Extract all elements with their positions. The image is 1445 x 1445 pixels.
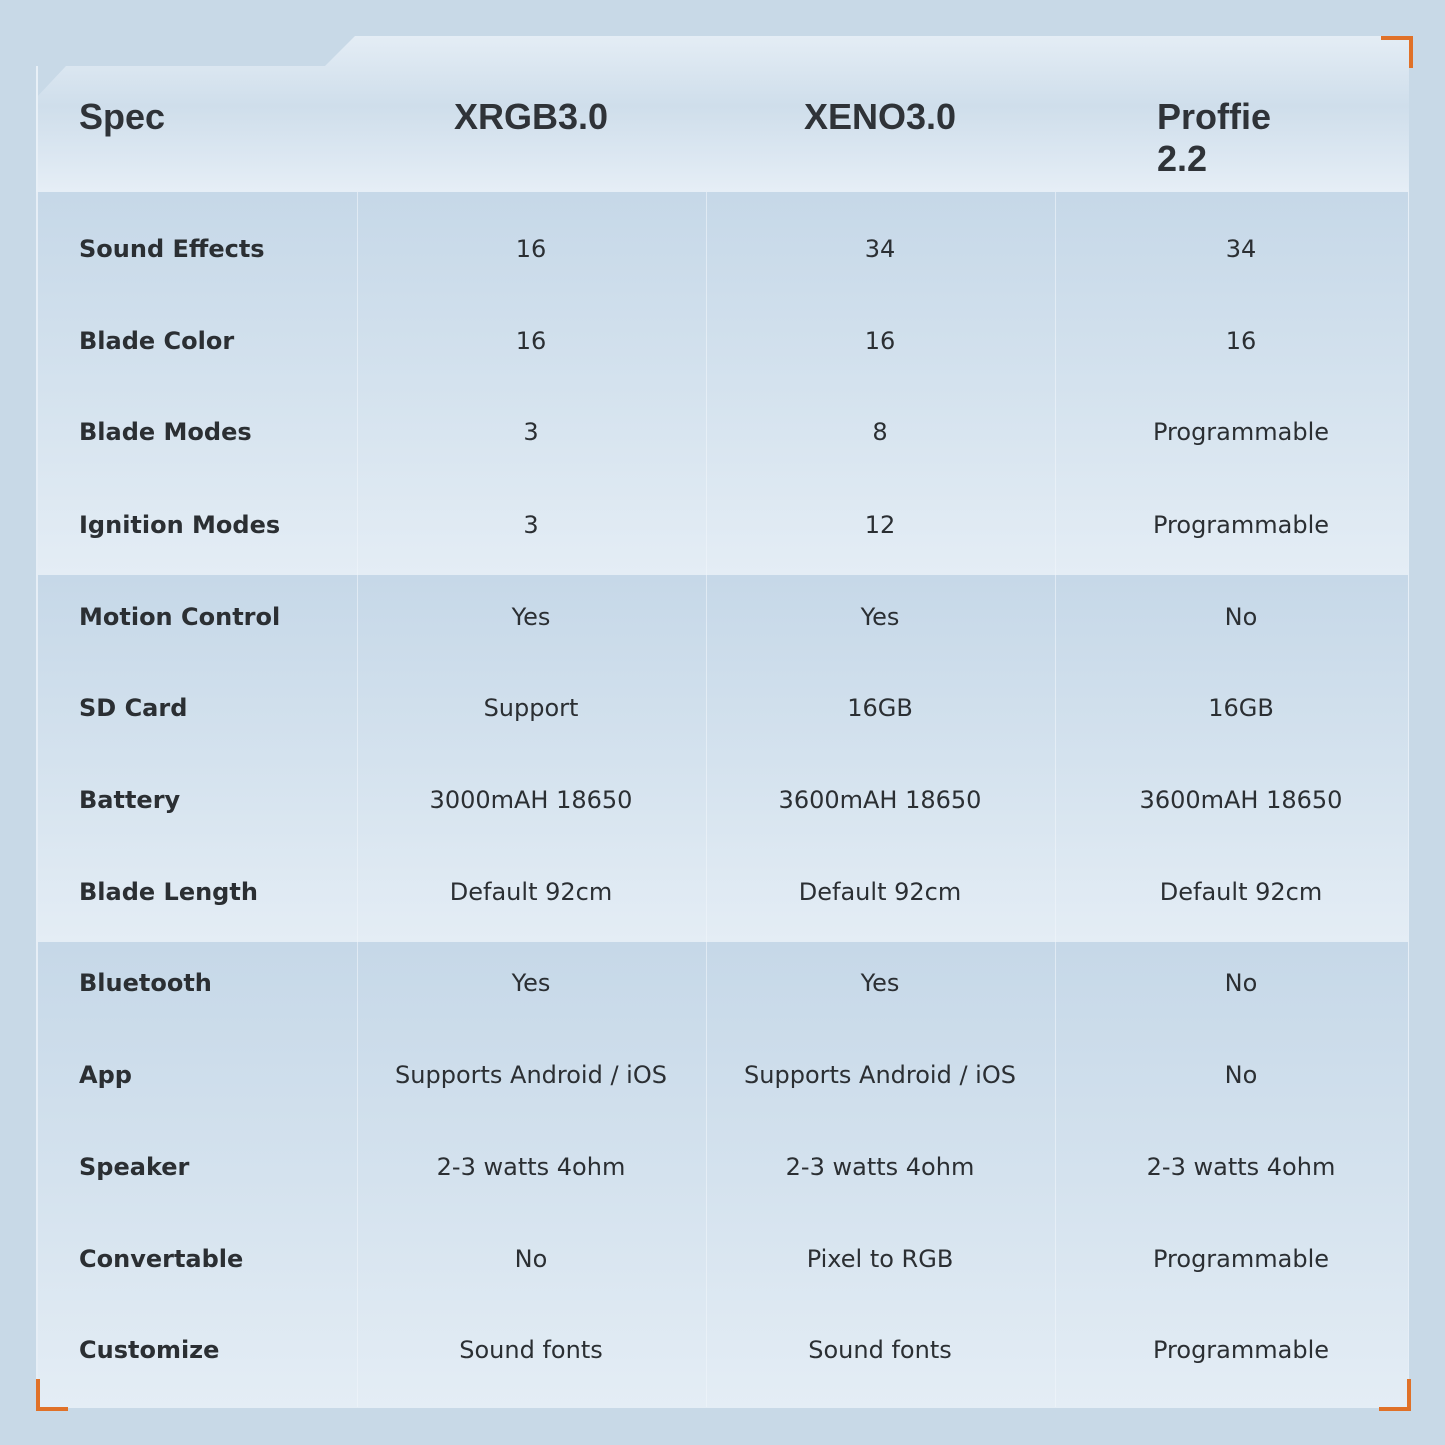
header-edge	[36, 66, 38, 192]
cell-value: 34	[1225, 235, 1257, 263]
row-label: Blade Modes	[79, 418, 252, 446]
header-proffie: Proffie 2.2	[1157, 96, 1272, 179]
cell-value: 3000mAH 18650	[429, 786, 633, 814]
table-row: Motion Control Yes Yes No	[36, 587, 1409, 647]
table-row: App Supports Android / iOS Supports Androi…	[36, 1045, 1409, 1105]
row-label: Customize	[79, 1336, 220, 1364]
cell-value: 3600mAH 18650	[1139, 786, 1343, 814]
row-label: Blade Color	[79, 327, 235, 355]
table-row: Blade Modes 3 8 Programmable	[36, 402, 1409, 462]
cell-value: Default 92cm	[1159, 878, 1323, 906]
cell-value: Support	[483, 694, 579, 722]
cell-value: 2-3 watts 4ohm	[436, 1153, 626, 1181]
cell-value: No	[1224, 1061, 1258, 1089]
row-label: Ignition Modes	[79, 511, 281, 539]
table-row: Convertable No Pixel to RGB Programmable	[36, 1229, 1409, 1289]
cell-value: Supports Android / iOS	[395, 1061, 667, 1089]
cell-value: Programmable	[1152, 1245, 1330, 1273]
cell-value: Yes	[860, 969, 900, 997]
row-label: Blade Length	[79, 878, 258, 906]
cell-value: 16	[864, 327, 896, 355]
table-row: Speaker 2-3 watts 4ohm 2-3 watts 4ohm 2-3 w…	[36, 1137, 1409, 1197]
row-label: Convertable	[79, 1245, 244, 1273]
row-label: Motion Control	[79, 603, 281, 631]
cell-value: Yes	[511, 969, 551, 997]
corner-accent	[36, 1379, 68, 1411]
cell-value: 16	[515, 327, 547, 355]
table-header: Spec XRGB3.0 XENO3.0 Proffie 2.2	[36, 36, 1409, 194]
group-3	[36, 942, 1409, 1408]
table-row: Ignition Modes 3 12 Programmable	[36, 495, 1409, 555]
table-row: SD Card Support 16GB 16GB	[36, 678, 1409, 738]
cell-value: 3	[523, 418, 539, 446]
cell-value: 16GB	[847, 694, 913, 722]
header-xeno: XENO3.0	[803, 96, 957, 137]
cell-value: 3	[523, 511, 539, 539]
cell-value: Programmable	[1152, 418, 1330, 446]
header-spec: Spec	[79, 96, 166, 137]
table-row: Blade Color 16 16 16	[36, 311, 1409, 371]
group-1	[36, 192, 1409, 575]
row-label: Battery	[79, 786, 181, 814]
cell-value: 16GB	[1208, 694, 1274, 722]
header-xrgb: XRGB3.0	[453, 96, 609, 137]
corner-accent	[1379, 1379, 1411, 1411]
cell-value: Pixel to RGB	[806, 1245, 954, 1273]
cell-value: Yes	[860, 603, 900, 631]
cell-value: Yes	[511, 603, 551, 631]
table-row: Blade Length Default 92cm Default 92cm Defa…	[36, 862, 1409, 922]
cell-value: 8	[872, 418, 888, 446]
row-label: Bluetooth	[79, 969, 212, 997]
cell-value: 2-3 watts 4ohm	[1146, 1153, 1336, 1181]
group-2	[36, 575, 1409, 942]
cell-value: 16	[515, 235, 547, 263]
corner-accent	[1381, 36, 1413, 68]
row-label: Speaker	[79, 1153, 190, 1181]
row-label: App	[79, 1061, 132, 1089]
cell-value: Default 92cm	[798, 878, 962, 906]
table-row: Battery 3000mAH 18650 3600mAH 18650 3600mAH…	[36, 770, 1409, 830]
column-divider	[1055, 192, 1056, 1407]
cell-value: No	[1224, 969, 1258, 997]
cell-value: 3600mAH 18650	[778, 786, 982, 814]
cell-value: Default 92cm	[449, 878, 613, 906]
cell-value: Sound fonts	[459, 1336, 603, 1364]
cell-value: Supports Android / iOS	[744, 1061, 1016, 1089]
table-row: Sound Effects 16 34 34	[36, 219, 1409, 279]
row-label: Sound Effects	[79, 235, 265, 263]
cell-value: No	[1224, 603, 1258, 631]
cell-value: Programmable	[1152, 1336, 1330, 1364]
cell-value: Programmable	[1152, 511, 1330, 539]
cell-value: 34	[864, 235, 896, 263]
table-row: Bluetooth Yes Yes No	[36, 953, 1409, 1013]
cell-value: 12	[864, 511, 896, 539]
cell-value: No	[514, 1245, 548, 1273]
row-label: SD Card	[79, 694, 188, 722]
column-divider	[706, 192, 707, 1407]
cell-value: Sound fonts	[808, 1336, 952, 1364]
table-row: Customize Sound fonts Sound fonts Programma…	[36, 1320, 1409, 1380]
column-divider	[357, 192, 358, 1407]
cell-value: 16	[1225, 327, 1257, 355]
cell-value: 2-3 watts 4ohm	[785, 1153, 975, 1181]
